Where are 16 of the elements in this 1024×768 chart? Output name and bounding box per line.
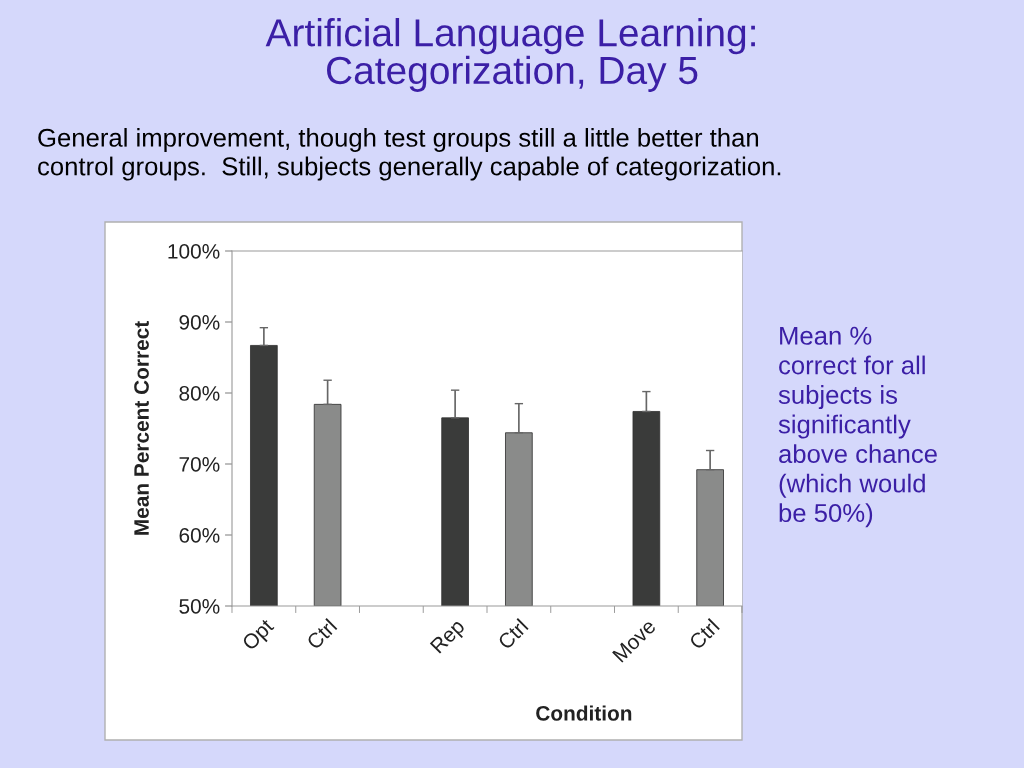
y-tick-label: 50% — [179, 599, 220, 614]
x-tick-label: Ctrl — [496, 618, 529, 651]
y-tick-label: 80% — [179, 386, 220, 401]
x-axis-title: Condition — [536, 705, 632, 721]
chart-subtitle: General improvement, though test groups still a little better than control groups. Still, subjects generally capable of categorization. — [38, 128, 781, 181]
x-tick-label: Ctrl — [305, 618, 338, 651]
x-tick-label: Rep — [429, 618, 469, 657]
text: Mean % correct for all subjects is significantly above chance (which would be 50%) — [778, 326, 937, 528]
y-tick-label: 90% — [179, 315, 220, 330]
y-axis-title: Mean Percent Correct — [134, 321, 149, 535]
x-tick-label: Ctrl — [687, 618, 720, 651]
chart-title: Artificial Language Learning: Categorization, Day 5 — [265, 18, 755, 92]
y-tick-label: 60% — [179, 528, 220, 543]
x-tick-label: Opt — [241, 617, 278, 654]
y-tick-label: 100% — [168, 244, 220, 259]
y-tick-label: 70% — [179, 457, 220, 472]
